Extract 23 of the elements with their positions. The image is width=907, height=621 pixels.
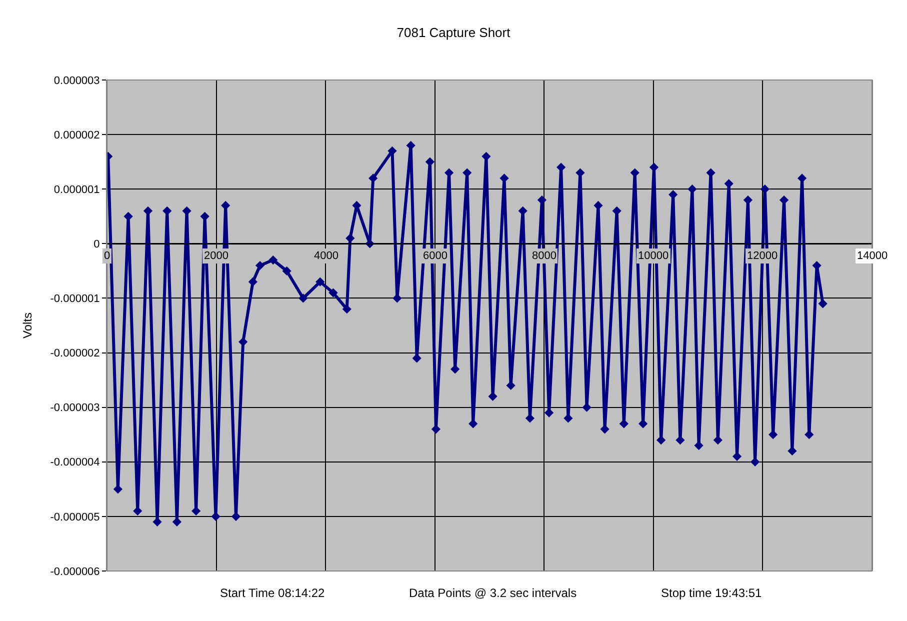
x-tick-label: 10000	[638, 250, 669, 262]
x-tick-label: 2000	[204, 250, 228, 262]
y-tick-label: 0	[94, 238, 100, 251]
y-axis-title: Volts	[20, 312, 35, 339]
chart-title: 7081 Capture Short	[396, 25, 511, 40]
x-tick-label: 4000	[314, 250, 338, 262]
y-tick-label: -0.000004	[50, 456, 100, 469]
x-tick-label: 6000	[423, 250, 448, 262]
text: Data Points @ 3.2 sec intervals	[409, 586, 577, 600]
y-tick-label: -0.000006	[50, 566, 100, 578]
y-tick-label: 0.000003	[54, 74, 100, 87]
y-tick-label: 0.000002	[54, 129, 100, 142]
y-tick-label: -0.000005	[50, 511, 100, 524]
x-tick-label: 0	[104, 250, 110, 262]
text: Stop time 19:43:51	[661, 586, 762, 600]
y-tick-label: -0.000001	[50, 293, 100, 306]
y-tick-label: 0.000001	[54, 184, 100, 196]
x-tick-label: 8000	[532, 250, 556, 262]
y-tick-label: -0.000003	[50, 402, 100, 414]
x-tick-label: 14000	[857, 250, 888, 262]
y-tick-label: -0.000002	[50, 348, 100, 360]
text: Start Time 08:14:22	[220, 586, 326, 600]
x-tick-label: 12000	[747, 250, 778, 262]
